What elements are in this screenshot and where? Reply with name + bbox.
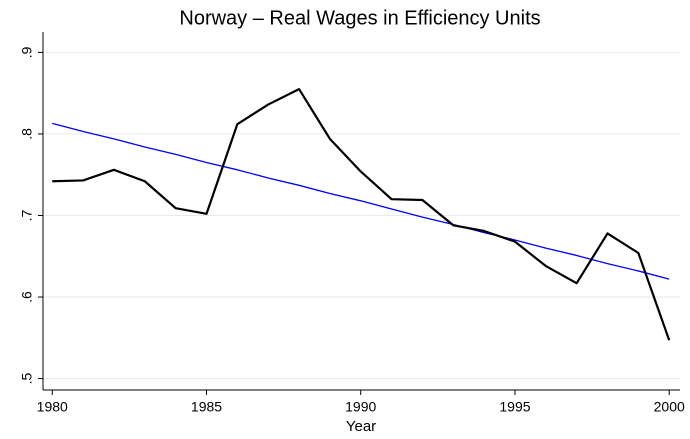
x-axis-label: Year (346, 418, 376, 435)
y-tick-label: .7 (19, 209, 35, 221)
x-tick-label: 1995 (499, 399, 530, 415)
y-tick-label: .5 (19, 373, 35, 385)
line-series (52, 122, 670, 280)
y-tick-label: .8 (19, 128, 35, 140)
x-tick-label: 1990 (345, 399, 376, 415)
y-tick-label: .6 (19, 291, 35, 303)
line-series (52, 87, 671, 341)
chart-title: Norway – Real Wages in Efficiency Units (179, 7, 540, 29)
x-tick-label: 2000 (654, 399, 685, 415)
x-tick-label: 1980 (37, 399, 68, 415)
x-tick-label: 1985 (191, 399, 222, 415)
y-tick-label: .9 (19, 46, 35, 58)
